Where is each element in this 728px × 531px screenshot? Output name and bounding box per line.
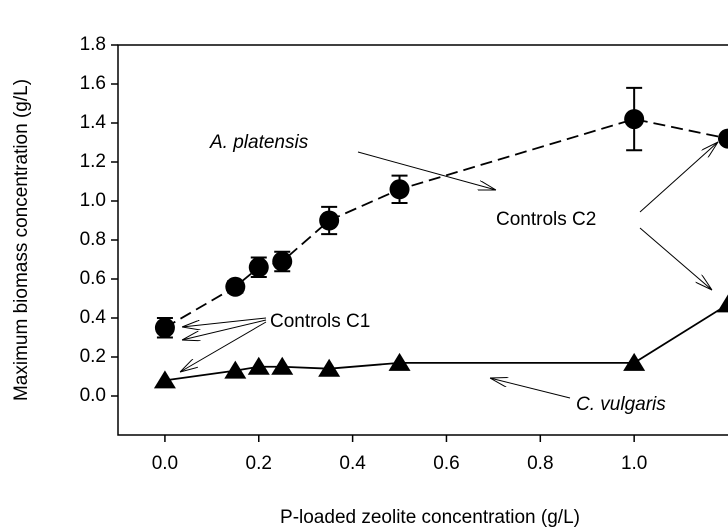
y-tick-label: 0.6 [80,268,106,289]
y-tick-label: 1.8 [80,34,106,55]
data-point [248,257,269,278]
data-layer [153,86,728,389]
y-tick-label: 1.0 [80,190,106,211]
y-tick-label: 1.4 [80,112,107,133]
x-tick-label: 0.6 [433,453,459,474]
data-point [717,294,728,313]
annotation: Controls C1 [270,311,370,332]
y-tick-label: 0.8 [80,229,106,250]
arrow [639,142,718,213]
arrow [490,378,571,399]
arrow [357,151,496,190]
data-point [624,109,645,130]
annotation: C. vulgaris [576,394,666,415]
arrow [182,319,267,340]
arrow [182,317,267,327]
x-tick-label: 0.8 [527,453,553,474]
annotations: A. platensis Controls C1 Controls C2 C. … [180,132,718,415]
series-line [164,118,728,329]
data-point [389,179,410,200]
data-point [718,128,728,149]
data-point [271,356,294,375]
data-point [318,358,341,377]
annotation: A. platensis [209,132,309,153]
data-point [225,276,246,297]
plot-frame [117,44,728,436]
y-tick-label: 0.2 [80,346,106,367]
x-tick-label: 0.4 [339,453,366,474]
y-tick-label: 1.2 [80,151,106,172]
y-tick-label: 0.0 [80,385,106,406]
data-point [154,317,175,338]
y-axis-label: Maximum biomass concentration (g/L) [11,79,32,401]
data-point [272,251,293,272]
data-point [247,356,270,375]
x-tick-label: 0.0 [152,453,178,474]
data-point [319,210,340,231]
x-axis-label: P-loaded zeolite concentration (g/L) [280,507,580,528]
y-tick-label: 1.6 [80,73,106,94]
data-point [153,370,176,389]
data-point [388,352,411,371]
data-point [224,360,247,379]
arrow [180,321,267,372]
x-tick-label: 1.0 [621,453,647,474]
annotation: Controls C2 [496,209,596,230]
arrow [639,227,712,290]
data-point [623,352,646,371]
y-tick-label: 0.4 [80,307,107,328]
x-tick-label: 0.2 [246,453,272,474]
